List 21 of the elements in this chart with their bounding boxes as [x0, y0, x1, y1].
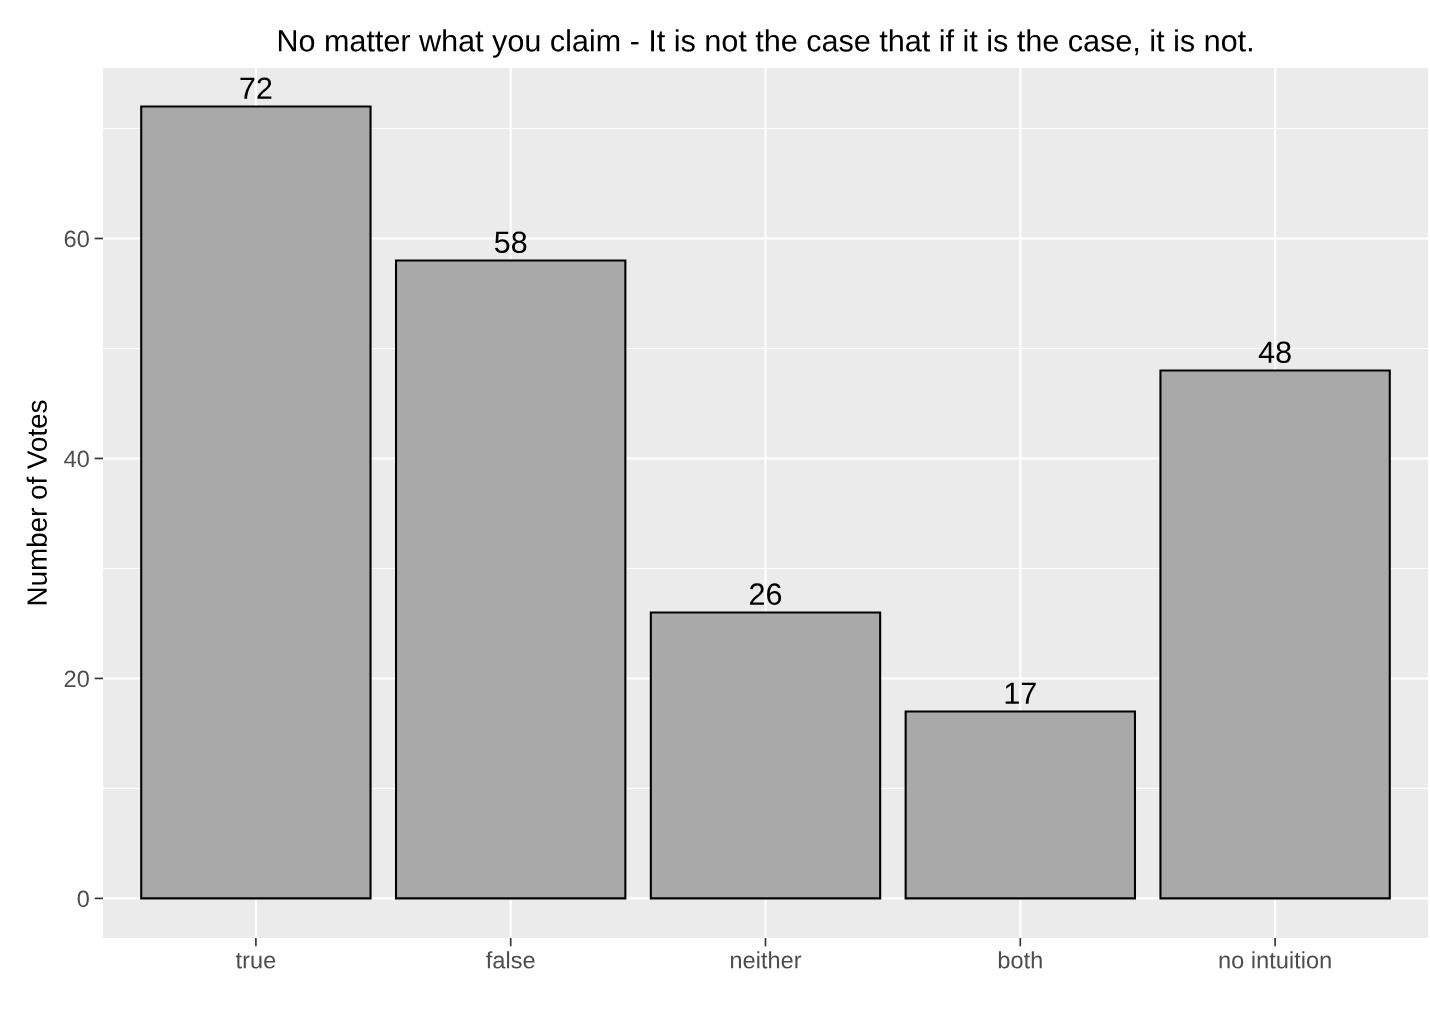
bar	[1159, 369, 1391, 900]
y-axis-title: Number of Votes	[26, 400, 47, 605]
x-tick-label: no intuition	[1219, 951, 1331, 969]
bar	[649, 611, 882, 900]
x-tick-label: both	[998, 951, 1042, 969]
data-label: 72	[240, 77, 272, 99]
y-tick-label: 20	[64, 670, 89, 688]
chart-title: No matter what you claim - It is not the case that if it is the case, it is not.	[278, 29, 1252, 58]
bar	[904, 710, 1137, 900]
data-label: 26	[750, 583, 782, 606]
x-tick-label: neither	[730, 951, 802, 969]
bar	[394, 259, 627, 900]
data-label: 17	[1005, 682, 1036, 704]
y-tick-label: 0	[77, 890, 89, 908]
data-label: 58	[494, 231, 527, 254]
y-tick-label: 60	[64, 230, 89, 248]
data-label: 48	[1258, 341, 1291, 364]
x-tick-label: false	[486, 951, 535, 969]
bar	[140, 105, 372, 900]
y-tick-label: 40	[64, 450, 89, 468]
x-tick-label: true	[235, 953, 276, 969]
